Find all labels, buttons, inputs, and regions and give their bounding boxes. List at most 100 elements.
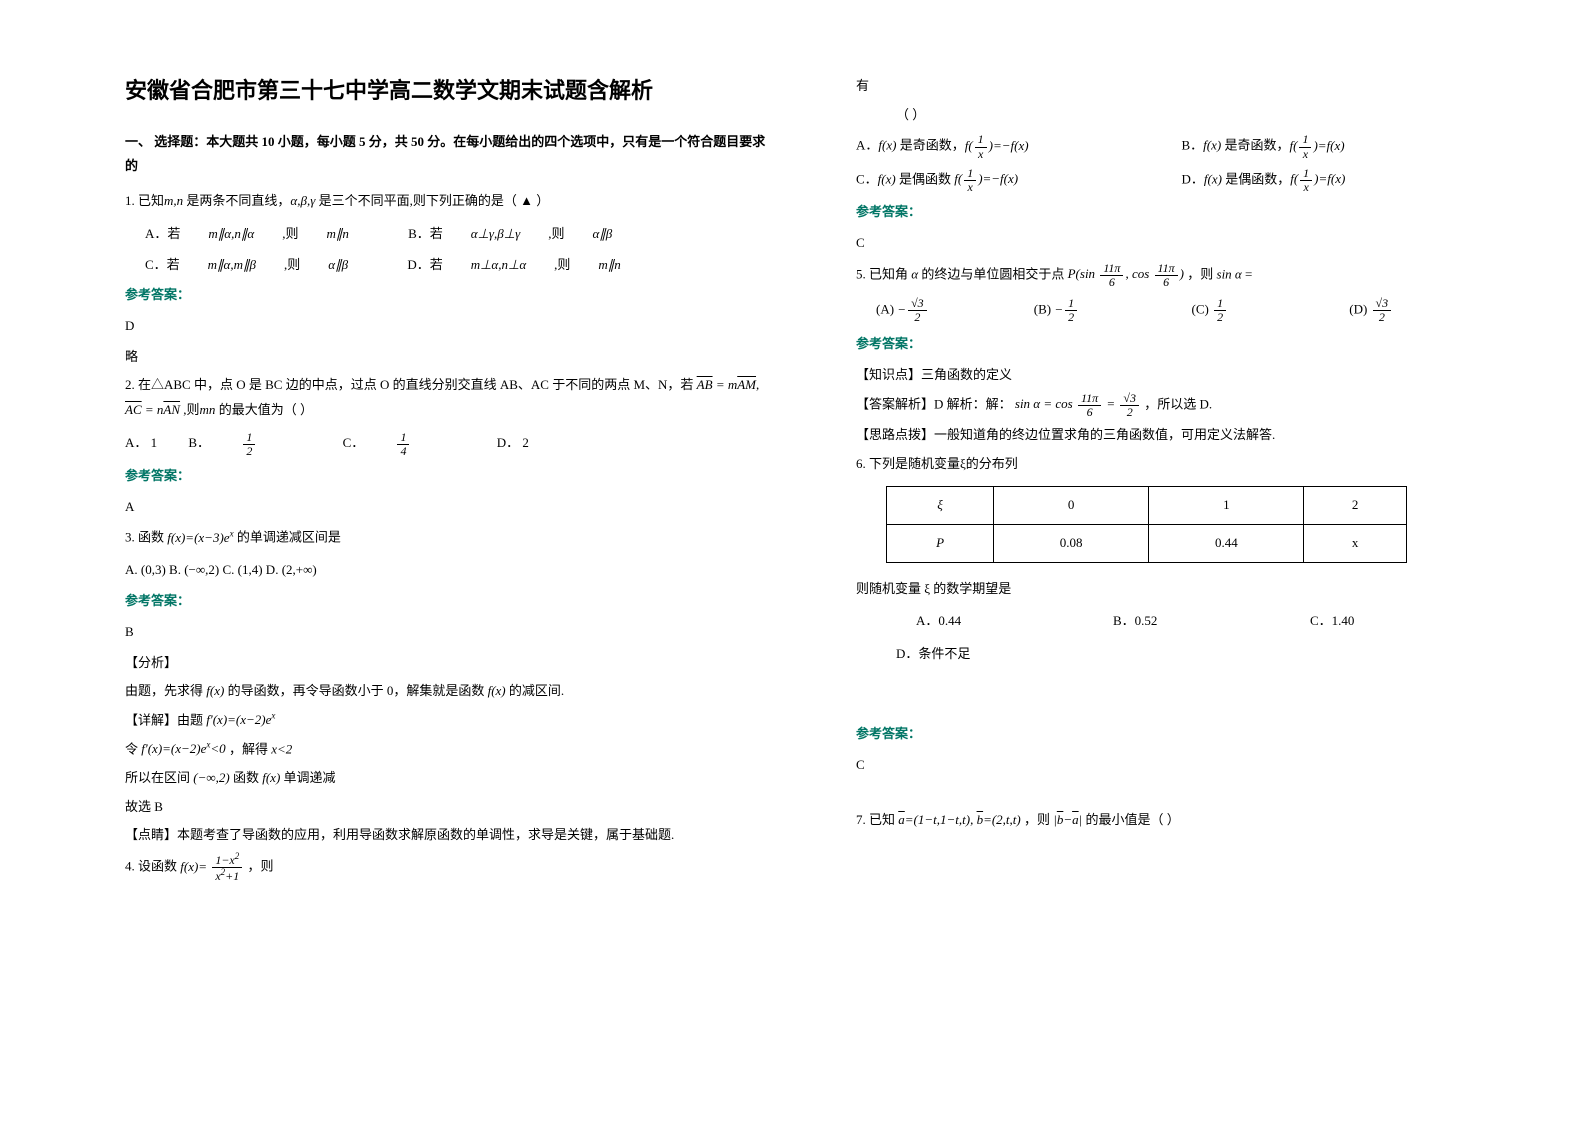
question-5: 5. 已知角 α 的终边与单位圆相交于点 P(sin 11π6, cos 11π… — [856, 262, 1507, 289]
answer-label-2: 参考答案： — [125, 464, 776, 489]
q3-l1c: 的减区间. — [506, 683, 565, 698]
q3-l4: 故选 B — [125, 795, 776, 820]
q2-optA: A． 1 — [125, 431, 157, 456]
q5-optA: (A) — [876, 302, 894, 317]
q5-expl-a: 【答案解析】D 解析：解： — [856, 396, 1012, 411]
q2-optB: B． — [188, 431, 210, 456]
q3-l2b: ，解得 — [226, 741, 268, 756]
q5-a: 5. 已知角 — [856, 266, 908, 281]
q2-stem3: 的最大值为（ ） — [215, 402, 313, 417]
q1-optD-mid: ,则 — [554, 253, 570, 278]
q3-answer: B — [125, 620, 776, 645]
q3-l1b: 的导函数，再令导函数小于 0，解集就是函数 — [224, 683, 484, 698]
table-cell: P — [887, 525, 994, 563]
question-2: 2. 在△ABC 中，点 O 是 BC 边的中点，过点 O 的直线分别交直线 A… — [125, 373, 776, 422]
q7-b: ，则 — [1024, 812, 1050, 827]
q3-l3: 所以在区间 (−∞,2) 函数 f(x) 单调递减 — [125, 766, 776, 791]
q1-optC-mid: ,则 — [284, 253, 300, 278]
q1-stem-b: 是两条不同直线， — [183, 193, 290, 208]
q3-detail: 【详解】由题 f′(x)=(x−2)ex — [125, 708, 776, 733]
q3-l2a: 令 — [125, 741, 138, 756]
q4-optB-2: 是奇函数， — [1221, 138, 1289, 153]
right-paren: （ ） — [856, 103, 1507, 128]
answer-label: 参考答案： — [125, 283, 776, 308]
q1-mn: m,n — [164, 193, 183, 208]
table-cell: ξ — [887, 487, 994, 525]
q7-c: 的最小值是（ ） — [1085, 812, 1179, 827]
q4-answer: C — [856, 231, 1507, 256]
q4-stem-a: 4. 设函数 — [125, 859, 177, 874]
answer-label-3: 参考答案： — [125, 589, 776, 614]
q1-optB-pre: B．若 — [408, 222, 443, 247]
q6-optB: B．0.52 — [1113, 609, 1310, 634]
q3-pt: 【点睛】本题考查了导函数的应用，利用导函数求解原函数的单调性，求导是关键，属于基… — [125, 823, 776, 848]
q5-kp: 【知识点】三角函数的定义 — [856, 363, 1507, 388]
q6-optC: C．1.40 — [1310, 609, 1507, 634]
answer-label-5: 参考答案： — [856, 332, 1507, 357]
q3-l1: 由题，先求得 f(x) 的导函数，再令导函数小于 0，解集就是函数 f(x) 的… — [125, 679, 776, 704]
answer-label-4: 参考答案： — [856, 200, 1507, 225]
q5-d: = — [1242, 266, 1253, 281]
q3-l3c: 单调递减 — [280, 770, 335, 785]
question-6: 6. 下列是随机变量ξ的分布列 — [856, 452, 1507, 477]
q5-options: (A) −√32 (B) −12 (C) 12 (D) √32 — [876, 297, 1507, 324]
q5-expl-b: ，所以选 D. — [1144, 396, 1212, 411]
question-7: 7. 已知 a=(1−t,1−t,t), b=(2,t,t) ，则 |b−a| … — [856, 808, 1507, 833]
q1-abg: α,β,γ — [290, 193, 315, 208]
q4-optA-2: 是奇函数， — [896, 138, 964, 153]
q2-optC: C． — [343, 431, 365, 456]
q1-answer: D — [125, 314, 776, 339]
q5-expl: 【答案解析】D 解析：解： sin α = cos 11π6 = √32 ，所以… — [856, 392, 1507, 419]
q3-l2: 令 f′(x)=(x−2)ex<0 ，解得 x<2 — [125, 737, 776, 762]
right-top: 有 — [856, 74, 1507, 99]
question-4: 4. 设函数 f(x)= 1−x2x2+1 ，则 — [125, 852, 776, 883]
q4-optB-1: B． — [1182, 138, 1204, 153]
q6-answer: C — [856, 753, 1507, 778]
table-cell: x — [1304, 525, 1406, 563]
q1-options-2: C．若m∥α,m∥β ,则α∥β D．若m⊥α,n⊥α ,则m∥n — [125, 253, 776, 278]
q7-a: 7. 已知 — [856, 812, 895, 827]
q1-stem-a: 1. 已知 — [125, 193, 164, 208]
table-cell: 0 — [994, 487, 1149, 525]
q2-answer: A — [125, 495, 776, 520]
q1-options: A．若m∥α,n∥α ,则m∥n B．若α⊥γ,β⊥γ ,则α∥β — [125, 222, 776, 247]
q3-options: A. (0,3) B. (−∞,2) C. (1,4) D. (2,+∞) — [125, 558, 776, 583]
q4-options-row2: C．f(x) 是偶函数 f(1x)=−f(x) D．f(x) 是偶函数，f(1x… — [856, 167, 1507, 194]
page-title: 安徽省合肥市第三十七中学高二数学文期末试题含解析 — [125, 70, 776, 112]
q3-l3b: 函数 — [230, 770, 259, 785]
q4-stem-b: ，则 — [248, 859, 274, 874]
q4-optA-1: A． — [856, 138, 878, 153]
question-3: 3. 函数 f(x)=(x−3)ex 的单调递减区间是 — [125, 525, 776, 550]
q3-analysis-h: 【分析】 — [125, 651, 776, 676]
q5-b: 的终边与单位圆相交于点 — [918, 266, 1064, 281]
q1-lue: 略 — [125, 345, 776, 370]
q6-sub: 则随机变量 ξ 的数学期望是 — [856, 577, 1507, 602]
q1-optA-pre: A．若 — [145, 222, 180, 247]
q1-stem-c: 是三个不同平面,则下列正确的是（ ▲ ） — [315, 193, 549, 208]
answer-label-6: 参考答案： — [856, 722, 1507, 747]
table-row: P 0.08 0.44 x — [887, 525, 1407, 563]
q3-l3a: 所以在区间 — [125, 770, 190, 785]
q3-stem-b: 的单调递减区间是 — [234, 530, 341, 545]
q4-optC-2: 是偶函数 — [896, 171, 951, 186]
q4-optD-1: D． — [1182, 171, 1204, 186]
q2-stem2: ,则 — [180, 402, 200, 417]
q4-options-row1: A．f(x) 是奇函数，f(1x)=−f(x) B．f(x) 是奇函数，f(1x… — [856, 133, 1507, 160]
q5-optC: (C) — [1192, 302, 1209, 317]
q3-detail-h: 【详解】由题 — [125, 712, 203, 727]
question-1: 1. 已知m,n 是两条不同直线，α,β,γ 是三个不同平面,则下列正确的是（ … — [125, 189, 776, 214]
distribution-table: ξ 0 1 2 P 0.08 0.44 x — [886, 486, 1407, 562]
q3-stem-a: 3. 函数 — [125, 530, 164, 545]
q2-stem1: 2. 在△ABC 中，点 O 是 BC 边的中点，过点 O 的直线分别交直线 A… — [125, 377, 697, 392]
q1-optD-pre: D．若 — [407, 253, 442, 278]
section-heading: 一、 选择题：本大题共 10 小题，每小题 5 分，共 50 分。在每小题给出的… — [125, 130, 776, 179]
q6-options: A．0.44 B．0.52 C．1.40 — [876, 609, 1507, 634]
q1-optA-mid: ,则 — [282, 222, 298, 247]
q2-options: A． 1 B． 12 C． 14 D． 2 — [125, 431, 776, 458]
q6-optA: A．0.44 — [916, 609, 1113, 634]
q4-optC-1: C． — [856, 171, 878, 186]
q1-optB-mid: ,则 — [548, 222, 564, 247]
q5-sl: 【思路点拨】一般知道角的终边位置求角的三角函数值，可用定义法解答. — [856, 423, 1507, 448]
table-cell: 0.08 — [994, 525, 1149, 563]
q5-optB: (B) — [1034, 302, 1051, 317]
